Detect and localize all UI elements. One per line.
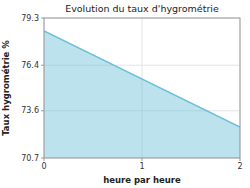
x-tick [142,158,143,161]
area-fill [44,31,240,158]
y-tick-label: 79.3 [21,14,39,23]
y-axis-label: Taux hygrométrie % [1,40,11,136]
chart-container: 70.7 73.6 76.4 79.3 0 1 2 Evolution du taux d'h… [0,0,250,188]
grid [44,18,240,158]
y-tick [41,65,44,66]
y-tick-label: 70.7 [21,154,39,163]
plot-data [44,31,240,158]
y-tick-label: 76.4 [21,61,39,70]
x-tick-label: 1 [139,162,144,171]
chart-svg: 70.7 73.6 76.4 79.3 0 1 2 Evolution du taux d'h… [0,0,250,188]
chart-title: Evolution du taux d'hygrométrie [65,3,219,14]
plot-frame [44,18,240,158]
axes: 70.7 73.6 76.4 79.3 0 1 2 [21,14,242,172]
x-tick-label: 2 [237,162,242,171]
x-axis-label: heure par heure [103,175,181,185]
x-tick [44,158,45,161]
y-tick-label: 73.6 [21,106,39,115]
x-tick-label: 0 [41,162,46,171]
y-tick [41,110,44,111]
x-tick [240,158,241,161]
y-tick [41,18,44,19]
area-line [44,31,240,127]
